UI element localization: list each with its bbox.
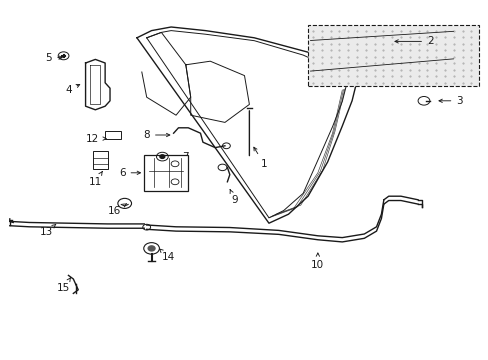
Bar bbox=[144, 155, 188, 191]
Text: 14: 14 bbox=[160, 249, 175, 262]
Text: 2: 2 bbox=[394, 36, 433, 46]
Circle shape bbox=[148, 246, 155, 251]
Text: 10: 10 bbox=[311, 253, 324, 270]
Text: 6: 6 bbox=[119, 168, 140, 178]
Text: 4: 4 bbox=[65, 85, 80, 95]
Text: 9: 9 bbox=[229, 189, 238, 205]
Bar bbox=[307, 25, 478, 86]
Text: 12: 12 bbox=[86, 134, 106, 144]
Text: 8: 8 bbox=[143, 130, 169, 140]
Text: 7: 7 bbox=[172, 152, 189, 162]
Text: 1: 1 bbox=[253, 147, 267, 169]
Circle shape bbox=[160, 155, 164, 158]
Text: 3: 3 bbox=[438, 96, 462, 106]
Text: 16: 16 bbox=[108, 204, 126, 216]
Text: 13: 13 bbox=[40, 224, 56, 237]
Bar bbox=[93, 151, 107, 169]
Bar bbox=[105, 131, 121, 139]
Text: 5: 5 bbox=[45, 53, 62, 63]
Text: 15: 15 bbox=[57, 278, 70, 293]
Text: 11: 11 bbox=[88, 172, 102, 187]
